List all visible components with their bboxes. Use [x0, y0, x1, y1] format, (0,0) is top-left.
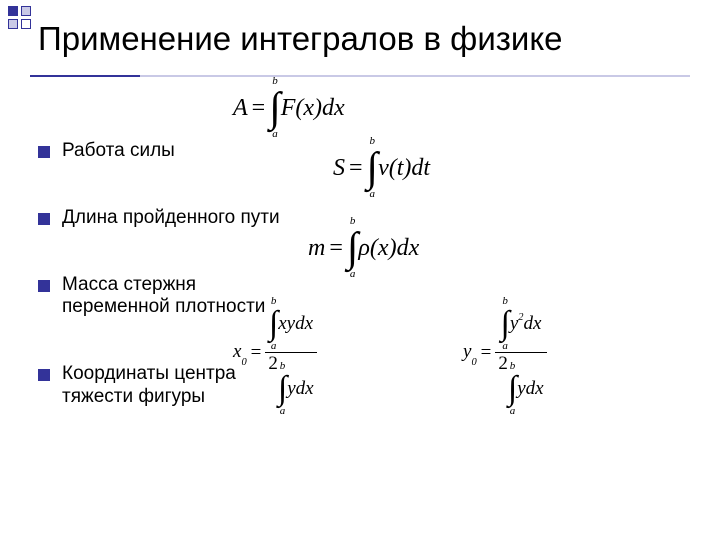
- formula-y0: y0 = b ∫ a y2dx: [463, 288, 547, 417]
- fraction: b ∫ a y2dx 2 b: [495, 288, 546, 417]
- logo-sq-3: [8, 19, 18, 29]
- equals: =: [349, 155, 363, 182]
- numerator: b ∫ a xydx: [266, 288, 316, 352]
- integral-icon: ∫: [278, 372, 287, 406]
- lower-limit: a: [272, 129, 278, 140]
- logo-sq-1: [8, 6, 18, 16]
- page-title: Применение интегралов в физике: [38, 20, 690, 58]
- integrand: F(x)dx: [281, 95, 345, 122]
- lhs: S: [333, 155, 345, 182]
- numerator: b ∫ a y2dx: [498, 288, 545, 352]
- integral: b ∫ a ρ(x)dx: [347, 216, 419, 280]
- equals: =: [329, 235, 343, 262]
- lhs: y0: [463, 341, 477, 365]
- horizontal-rule: [30, 64, 690, 66]
- logo-sq-4: [21, 19, 31, 29]
- integral-icon: ∫: [347, 227, 359, 269]
- bullet-icon: [38, 146, 50, 158]
- lower-limit: a: [370, 189, 376, 200]
- denominator: 2 b ∫ a ydx: [265, 353, 316, 417]
- lhs: x0: [233, 341, 247, 365]
- bullet-icon: [38, 280, 50, 292]
- denominator: 2 b ∫ a ydx: [495, 353, 546, 417]
- bullet-icon: [38, 213, 50, 225]
- equals: =: [252, 95, 266, 122]
- lhs: m: [308, 235, 325, 262]
- integrand: v(t)dt: [378, 155, 430, 182]
- bullet-icon: [38, 369, 50, 381]
- integrand: ρ(x)dx: [358, 235, 419, 262]
- integral: b ∫ a F(x)dx: [269, 76, 344, 140]
- integral-icon: ∫: [508, 372, 517, 406]
- bullet-text: Работа силы: [62, 140, 175, 163]
- formula-x0: x0 = b ∫ a xydx: [233, 288, 317, 417]
- logo-sq-2: [21, 6, 31, 16]
- fraction: b ∫ a xydx 2 b: [265, 288, 316, 417]
- integral-icon: ∫: [269, 87, 281, 129]
- formula-mass: m = b ∫ a ρ(x)dx: [308, 216, 419, 280]
- integral: b ∫ a v(t)dt: [367, 136, 431, 200]
- integral-icon: ∫: [269, 307, 278, 341]
- slide: Применение интегралов в физике Работа си…: [0, 0, 720, 540]
- equals: =: [251, 342, 262, 364]
- integral-icon: ∫: [367, 147, 379, 189]
- lower-limit: a: [350, 269, 356, 280]
- formula-work: A = b ∫ a F(x)dx: [233, 76, 345, 140]
- formula-path: S = b ∫ a v(t)dt: [333, 136, 430, 200]
- rule-dark: [30, 75, 140, 77]
- formula-area: A = b ∫ a F(x)dx S =: [233, 76, 700, 520]
- integral-icon: ∫: [501, 307, 510, 341]
- equals: =: [481, 342, 492, 364]
- logo: [8, 6, 36, 29]
- lhs: A: [233, 95, 248, 122]
- content-area: Работа силы Длина пройденного пути Масса…: [38, 100, 700, 520]
